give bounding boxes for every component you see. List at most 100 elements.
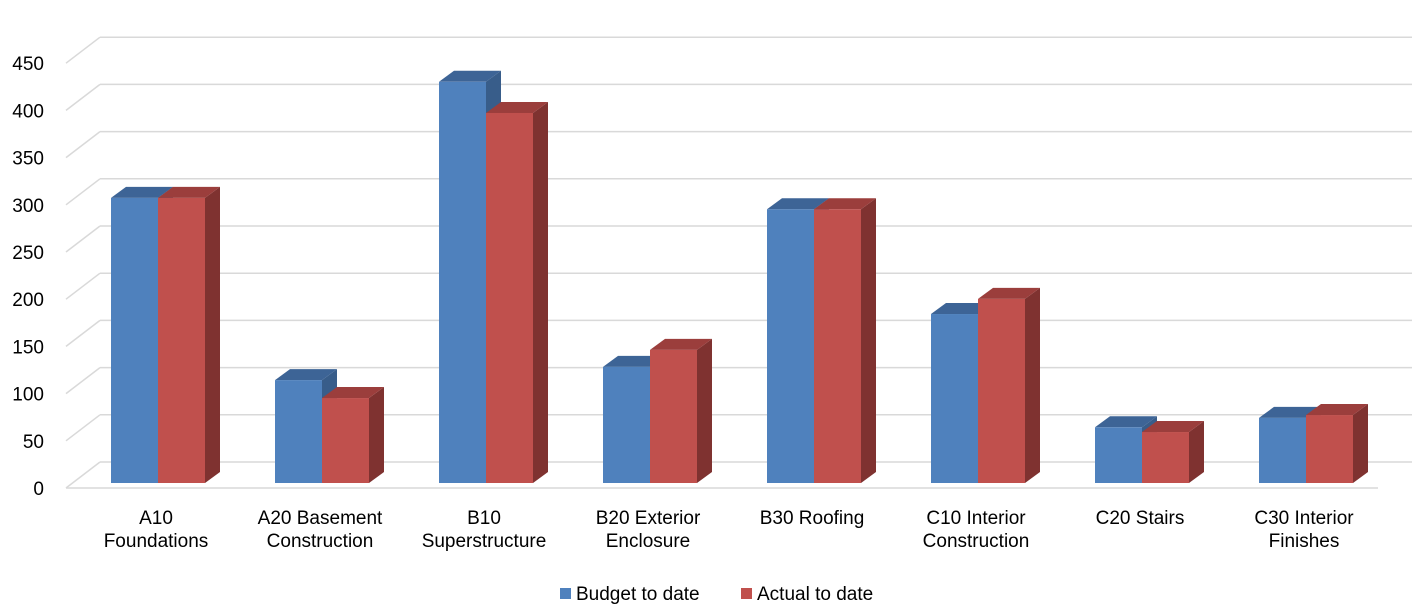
bar-top <box>322 387 384 399</box>
gridline-side <box>65 319 101 347</box>
bar-side <box>533 101 548 484</box>
bar-front <box>1259 417 1306 483</box>
x-tick-label-line: Construction <box>267 531 374 552</box>
bar-front <box>158 197 205 484</box>
gridline-side <box>65 225 101 253</box>
bar-top <box>1142 421 1204 433</box>
bar-actual <box>978 287 1040 483</box>
bar-side <box>1353 404 1368 483</box>
bar-actual <box>1306 404 1368 483</box>
bar-front <box>322 398 369 483</box>
x-tick-label-line: Construction <box>923 531 1030 552</box>
y-tick-label: 250 <box>12 243 44 264</box>
bar-side <box>861 198 876 484</box>
x-tick-label-line: A20 Basement <box>258 508 383 529</box>
x-tick-label-line: B20 Exterior <box>596 508 701 529</box>
x-tick-label: C10 Interior Construction <box>923 508 1030 552</box>
bar-top <box>603 355 665 367</box>
bar-front <box>603 366 650 483</box>
bar-front <box>1095 427 1142 483</box>
x-tick-label-line: B30 Roofing <box>760 508 865 529</box>
gridline-side <box>65 414 101 442</box>
x-tick-label: C20 Stairs <box>1096 508 1185 529</box>
gridline-side <box>65 36 101 64</box>
y-axis: 0 50 100 150 200 250 300 350 400 450 <box>12 54 44 500</box>
x-tick-label-line: C10 Interior <box>926 508 1026 529</box>
bar-front <box>1142 432 1189 483</box>
gridline-side <box>65 367 101 395</box>
legend: Budget to date Actual to date <box>560 584 873 605</box>
bar-side <box>205 186 220 484</box>
gridline-side <box>65 131 101 159</box>
bar-front <box>486 112 533 484</box>
x-tick-label-line: Finishes <box>1269 531 1340 552</box>
x-tick-label: A20 Basement Construction <box>258 508 383 552</box>
bar-actual <box>486 101 548 484</box>
bar-side <box>1025 287 1040 483</box>
y-tick-label: 450 <box>12 54 44 75</box>
bar-top <box>931 303 993 315</box>
bar-top <box>1306 404 1368 416</box>
bar-top <box>814 198 876 210</box>
gridline-side <box>65 83 101 111</box>
x-tick-label: C30 Interior Finishes <box>1254 508 1354 552</box>
bars <box>111 70 1368 484</box>
legend-item: Actual to date <box>741 584 873 605</box>
bar-side <box>369 387 384 483</box>
bar-top <box>1095 416 1157 428</box>
y-tick-label: 100 <box>12 385 44 406</box>
bar-front <box>650 349 697 483</box>
x-tick-label-line: Enclosure <box>606 531 691 552</box>
bar-top <box>767 198 829 210</box>
y-tick-label: 400 <box>12 101 44 122</box>
bar-top <box>111 186 173 198</box>
x-tick-label: B20 Exterior Enclosure <box>596 508 701 552</box>
legend-swatch <box>741 588 752 599</box>
x-tick-label: A10 Foundations <box>104 508 209 552</box>
gridline-side <box>65 178 101 206</box>
bar-top <box>486 101 548 113</box>
bar-side <box>697 338 712 483</box>
bar-actual <box>650 338 712 483</box>
bar-front <box>1306 415 1353 483</box>
legend-label: Budget to date <box>576 584 700 605</box>
bar-top <box>978 287 1040 299</box>
x-tick-label-line: A10 <box>139 508 173 529</box>
bar-front <box>978 298 1025 483</box>
x-tick-label-line: Foundations <box>104 531 209 552</box>
x-tick-label-line: Superstructure <box>422 531 547 552</box>
y-tick-label: 300 <box>12 196 44 217</box>
legend-swatch <box>560 588 571 599</box>
x-tick-label: B10 Superstructure <box>422 508 547 552</box>
bar-front <box>111 197 158 484</box>
bar-front <box>814 209 861 484</box>
bar-top <box>275 369 337 381</box>
bar-actual <box>814 198 876 484</box>
y-tick-label: 0 <box>33 479 44 500</box>
x-tick-label-line: C20 Stairs <box>1096 508 1185 529</box>
y-tick-label: 350 <box>12 149 44 170</box>
y-tick-label: 150 <box>12 337 44 358</box>
gridline-side <box>65 272 101 300</box>
x-tick-label-line: B10 <box>467 508 501 529</box>
bar-front <box>439 81 486 484</box>
bar-actual <box>322 387 384 483</box>
bar-top <box>439 70 501 82</box>
gridline-side <box>65 461 101 489</box>
x-tick-label: B30 Roofing <box>760 508 865 529</box>
bar-actual <box>158 186 220 484</box>
y-tick-label: 200 <box>12 290 44 311</box>
bar-front <box>275 380 322 483</box>
bar-side <box>1189 421 1204 483</box>
bar-top <box>650 338 712 350</box>
legend-item: Budget to date <box>560 584 700 605</box>
bar-top <box>158 186 220 198</box>
x-tick-label-line: C30 Interior <box>1254 508 1354 529</box>
y-tick-label: 50 <box>23 432 44 453</box>
bar-front <box>767 209 814 484</box>
bar-actual <box>1142 421 1204 483</box>
bar-front <box>931 314 978 483</box>
